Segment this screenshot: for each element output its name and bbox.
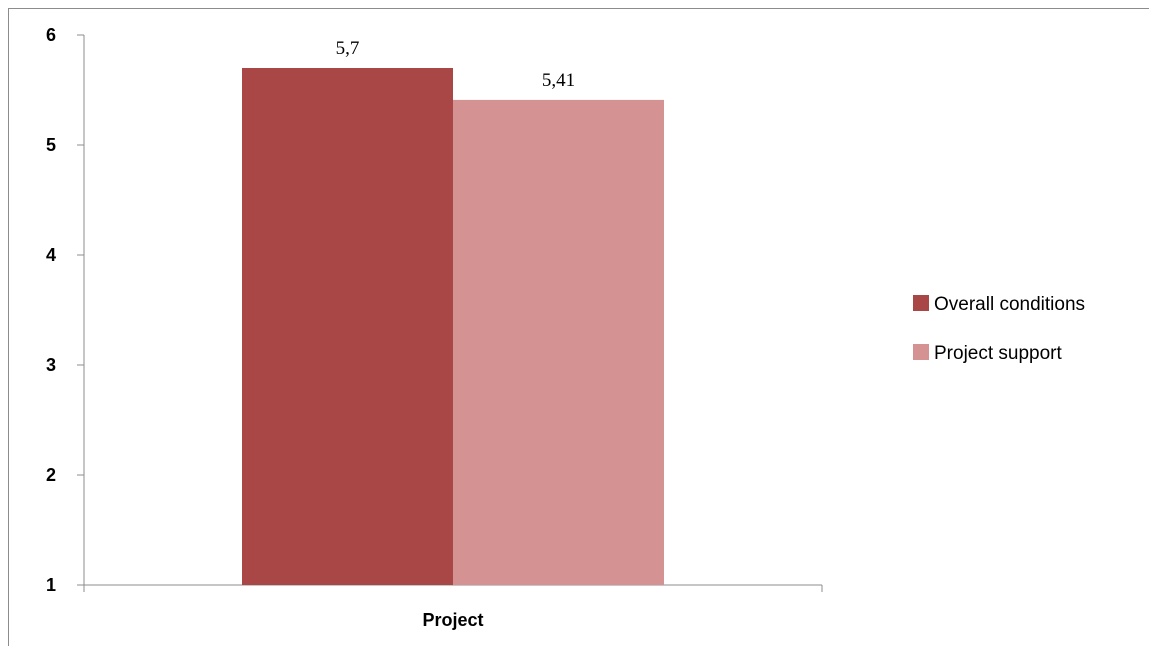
bars [242, 68, 664, 586]
bar [242, 68, 453, 585]
y-tick-label: 2 [46, 465, 56, 485]
y-tick-label: 3 [46, 355, 56, 375]
legend-label: Project support [934, 343, 1063, 364]
y-tick-label: 1 [46, 575, 56, 595]
y-tick-label: 5 [46, 135, 56, 155]
legend-swatch [913, 295, 929, 311]
data-label: 5,41 [542, 70, 575, 91]
x-category-label: Project [422, 610, 483, 630]
legend-label: Overall conditions [934, 294, 1085, 315]
y-tick-label: 4 [46, 245, 56, 265]
legend-swatch [913, 344, 929, 360]
legend: Overall conditions Project support [913, 294, 1085, 364]
data-label: 5,7 [336, 38, 360, 59]
bar [453, 99, 664, 586]
data-labels: 5,7 5,41 [336, 38, 576, 91]
y-tick-label: 6 [46, 25, 56, 45]
